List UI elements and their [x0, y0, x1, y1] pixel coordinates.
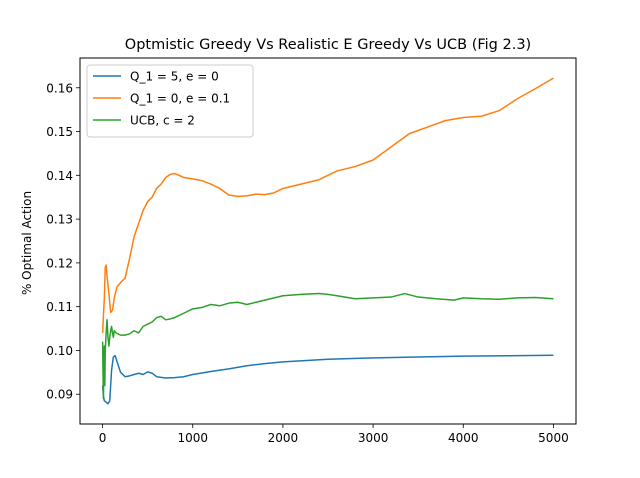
- x-tick-label: 4000: [448, 431, 479, 445]
- series-group: [101, 77, 554, 405]
- legend: Q_1 = 5, e = 0 Q_1 = 0, e = 0.1 UCB, c = 2: [86, 64, 254, 138]
- legend-label-3: UCB, c = 2: [130, 114, 195, 128]
- series-line-2: [101, 77, 554, 333]
- y-axis-label: % Optimal Action: [20, 191, 34, 295]
- y-tick-label: 0.12: [46, 256, 73, 270]
- y-tick-label: 0.11: [46, 300, 73, 314]
- y-tick-label: 0.16: [46, 81, 73, 95]
- y-tick-label: 0.13: [46, 213, 73, 227]
- legend-box: [86, 64, 254, 138]
- series-line-1: [101, 354, 554, 405]
- series-line-3: [101, 292, 554, 400]
- x-tick-label: 3000: [358, 431, 389, 445]
- chart-title: Optmistic Greedy Vs Realistic E Greedy V…: [125, 37, 531, 53]
- y-tick-label: 0.14: [46, 169, 73, 183]
- plot-area: [101, 77, 554, 405]
- x-tick-label: 5000: [538, 431, 569, 445]
- x-tick-label: 0: [99, 431, 107, 445]
- y-tick-label: 0.15: [46, 125, 73, 139]
- y-axis-ticks: 0.09 0.10 0.11 0.12 0.13 0.14 0.15 0.16: [46, 81, 80, 402]
- x-axis-ticks: 0 1000 2000 3000 4000 5000: [99, 424, 569, 445]
- y-tick-label: 0.09: [46, 388, 73, 402]
- y-tick-label: 0.10: [46, 344, 73, 358]
- x-tick-label: 2000: [268, 431, 299, 445]
- axes-frame: [79, 57, 577, 425]
- legend-label-2: Q_1 = 0, e = 0.1: [130, 92, 230, 106]
- legend-label-1: Q_1 = 5, e = 0: [130, 70, 219, 84]
- x-tick-label: 1000: [177, 431, 208, 445]
